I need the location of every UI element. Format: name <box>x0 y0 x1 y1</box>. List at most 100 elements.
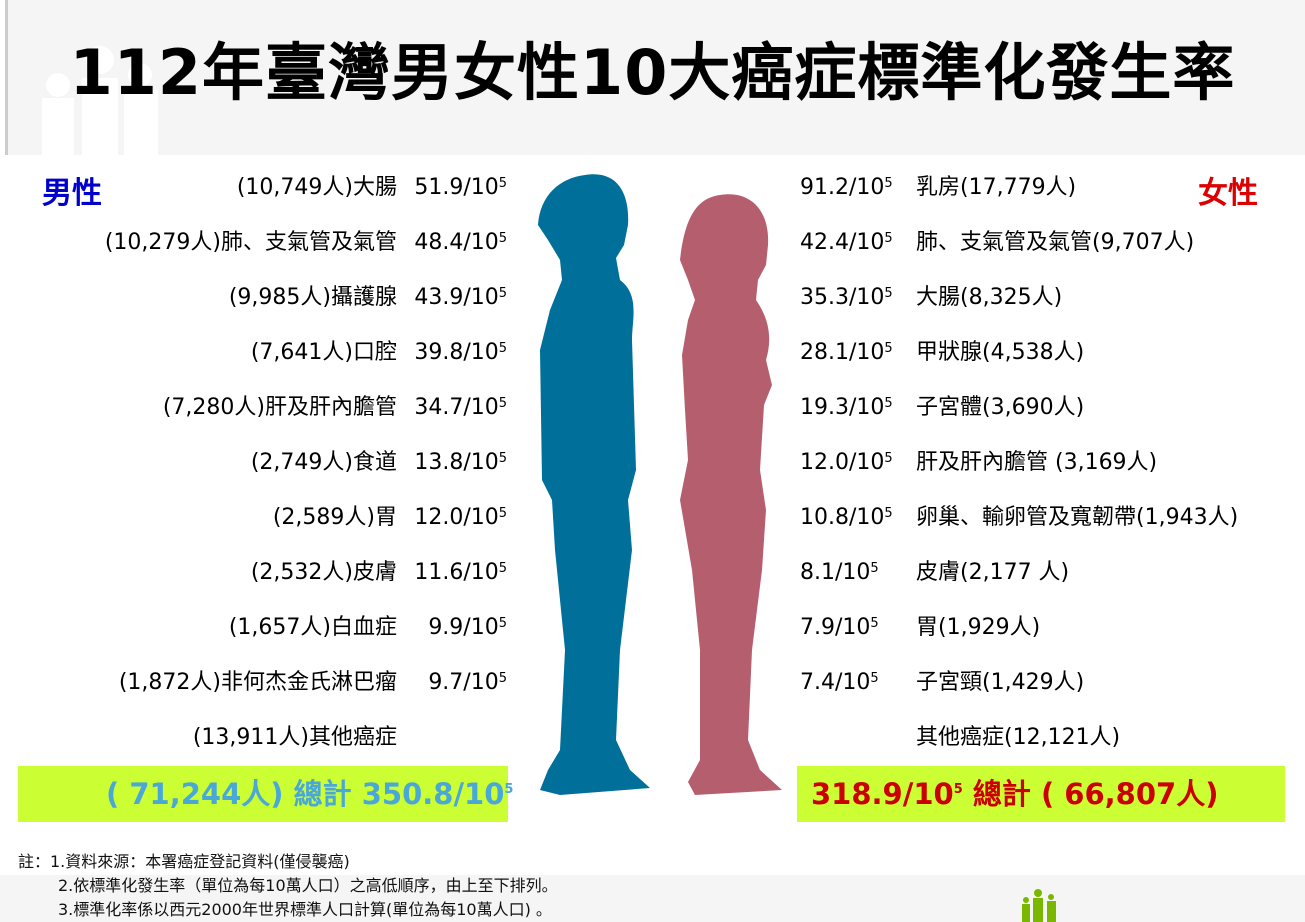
female-rate-value: 7.4/10 <box>800 670 871 695</box>
male-site: 白血症 <box>330 615 397 640</box>
note-1: 註：1.資料來源：本署癌症登記資料(僅侵襲癌) <box>18 852 350 871</box>
female-rate-exp: 5 <box>870 561 879 576</box>
female-site: 皮膚(2,177 人) <box>916 560 1070 585</box>
male-site: 大腸 <box>352 175 397 200</box>
female-total-rate: 318.9/10 <box>811 777 954 811</box>
male-total-rate: 350.8/10 <box>361 777 505 811</box>
male-row: (10,279人)肺、支氣管及氣管 48.4/105 <box>105 228 507 258</box>
female-row: 7.9/105 胃(1,929人) <box>800 613 1040 643</box>
female-rate: 7.9/105 <box>800 613 912 643</box>
male-rate: 12.0/105 <box>397 503 507 533</box>
female-total-label: 總計 <box>962 777 1041 811</box>
female-rate: 42.4/105 <box>800 228 912 258</box>
female-rate: 35.3/105 <box>800 283 912 313</box>
male-site: 食道 <box>352 450 397 475</box>
male-rate-exp: 5 <box>498 561 507 576</box>
footer-stripe <box>0 875 1305 922</box>
female-row: 91.2/105 乳房(17,779人) <box>800 173 1076 203</box>
male-rate: 51.9/105 <box>397 173 507 203</box>
female-site: 胃(1,929人) <box>916 615 1041 640</box>
male-rate-exp: 5 <box>498 396 507 411</box>
male-cases: (9,985人) <box>228 285 331 310</box>
male-label: 男性 <box>42 176 102 211</box>
female-rate: 91.2/105 <box>800 173 912 203</box>
female-rate-exp: 5 <box>884 506 893 521</box>
male-row: (7,641人)口腔 39.8/105 <box>251 338 507 368</box>
male-total-box: ( 71,244人) 總計 350.8/105 <box>18 766 513 822</box>
female-row: 其他癌症(12,121人) <box>800 723 1120 753</box>
female-rate-exp: 5 <box>870 616 879 631</box>
female-rate-value: 7.9/10 <box>800 615 871 640</box>
male-row: (9,985人)攝護腺 43.9/105 <box>229 283 507 313</box>
female-rate-value: 42.4/10 <box>800 230 885 255</box>
male-rate-value: 51.9/10 <box>414 175 499 200</box>
male-row: (1,657人)白血症 9.9/105 <box>229 613 507 643</box>
male-site: 非何杰金氏淋巴瘤 <box>220 670 397 695</box>
female-row: 42.4/105 肺、支氣管及氣管(9,707人) <box>800 228 1194 258</box>
male-site: 攝護腺 <box>330 285 397 310</box>
male-silhouette <box>538 174 650 795</box>
female-site: 肺、支氣管及氣管(9,707人) <box>916 230 1195 255</box>
male-row: (1,872人)非何杰金氏淋巴瘤 9.7/105 <box>119 668 507 698</box>
female-rate-exp: 5 <box>884 286 893 301</box>
male-rate-exp: 5 <box>498 231 507 246</box>
male-rate-exp: 5 <box>498 286 507 301</box>
male-rate-exp: 5 <box>498 176 507 191</box>
female-total-box: 318.9/105 總計 ( 66,807人) <box>797 766 1285 822</box>
female-site: 子宮頸(1,429人) <box>916 670 1085 695</box>
female-rate: 28.1/105 <box>800 338 912 368</box>
male-rate-value: 13.8/10 <box>414 450 499 475</box>
female-rate-value: 28.1/10 <box>800 340 885 365</box>
female-site: 乳房(17,779人) <box>916 175 1077 200</box>
male-site: 肺、支氣管及氣管 <box>220 230 397 255</box>
female-silhouette <box>680 194 782 795</box>
female-rate: 8.1/105 <box>800 558 912 588</box>
male-rate-value: 43.9/10 <box>414 285 499 310</box>
male-rate-exp: 5 <box>498 671 507 686</box>
male-row: (10,749人)大腸 51.9/105 <box>237 173 507 203</box>
male-cases: (7,641人) <box>250 340 353 365</box>
male-rate: 43.9/105 <box>397 283 507 313</box>
male-site: 口腔 <box>352 340 397 365</box>
female-row: 19.3/105 子宮體(3,690人) <box>800 393 1084 423</box>
male-row: (2,532人)皮膚 11.6/105 <box>251 558 507 588</box>
female-rate-exp: 5 <box>884 396 893 411</box>
female-rate-value: 19.3/10 <box>800 395 885 420</box>
male-cases: (13,911人) <box>192 725 309 750</box>
male-site: 其他癌症 <box>308 725 397 750</box>
female-label: 女性 <box>1198 176 1258 211</box>
female-rate-value: 35.3/10 <box>800 285 885 310</box>
male-cases: (2,749人) <box>250 450 353 475</box>
female-rate-exp: 5 <box>870 671 879 686</box>
male-rate-value: 9.9/10 <box>428 615 499 640</box>
male-rate-value: 39.8/10 <box>414 340 499 365</box>
male-rate-value: 11.6/10 <box>414 560 499 585</box>
female-site: 子宮體(3,690人) <box>916 395 1085 420</box>
notes: 註：1.資料來源：本署癌症登記資料(僅侵襲癌) 2.依標準化發生率（單位為每10… <box>18 850 558 922</box>
female-total-cases: ( 66,807人) <box>1040 777 1219 811</box>
male-rate: 9.7/105 <box>397 668 507 698</box>
female-rate-value: 10.8/10 <box>800 505 885 530</box>
header-band <box>5 0 1305 155</box>
female-row: 10.8/105 卵巢、輸卵管及寬韌帶(1,943人) <box>800 503 1238 533</box>
silhouettes <box>538 174 782 795</box>
male-cases: (10,749人) <box>236 175 353 200</box>
agency-logo <box>1022 889 1056 922</box>
male-total-exp: 5 <box>504 782 514 797</box>
female-site: 卵巢、輸卵管及寬韌帶(1,943人) <box>916 505 1239 530</box>
male-rate-value: 34.7/10 <box>414 395 499 420</box>
female-rate: 12.0/105 <box>800 448 912 478</box>
female-site: 甲狀腺(4,538人) <box>916 340 1085 365</box>
female-row: 12.0/105 肝及肝內膽管 (3,169人) <box>800 448 1157 478</box>
female-row: 7.4/105 子宮頸(1,429人) <box>800 668 1084 698</box>
female-rate-value: 8.1/10 <box>800 560 871 585</box>
male-cases: (2,532人) <box>250 560 353 585</box>
male-rate-value: 9.7/10 <box>428 670 499 695</box>
male-cases: (1,872人) <box>118 670 221 695</box>
male-rate-value: 48.4/10 <box>414 230 499 255</box>
female-rate: 19.3/105 <box>800 393 912 423</box>
male-cases: (7,280人) <box>162 395 265 420</box>
female-rate-exp: 5 <box>884 451 893 466</box>
female-rate: 10.8/105 <box>800 503 912 533</box>
male-cases: (1,657人) <box>228 615 331 640</box>
